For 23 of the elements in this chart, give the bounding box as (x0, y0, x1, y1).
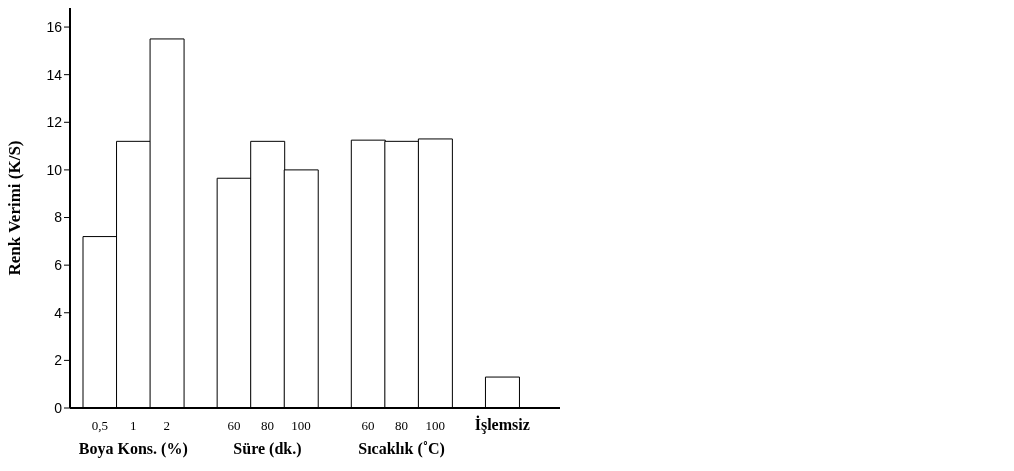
y-tick-label: 4 (54, 304, 63, 321)
text: Sıcaklık (˚C) (357, 440, 446, 458)
x-tick-label: 0,5 (91, 418, 108, 433)
x-tick-label: 80 (395, 418, 409, 433)
x-tick-label: 100 (425, 418, 445, 433)
x-tick-label: 60 (361, 418, 375, 433)
y-tick-label: 10 (46, 161, 63, 178)
x-tick-label: 2 (163, 418, 171, 433)
text: Süre (dk.) (232, 440, 303, 458)
y-tick-label: 12 (46, 114, 63, 131)
x-tick-label: 100 (291, 418, 311, 433)
y-tick-label: 6 (54, 257, 63, 274)
y-axis-title: Renk Verimi (K/S) (5, 140, 25, 276)
y-tick-label: 16 (46, 19, 63, 36)
y-tick-label: 0 (54, 399, 63, 416)
y-tick-label: 8 (54, 209, 63, 226)
x-tick-label: 60 (227, 418, 241, 433)
y-tick-label: 2 (54, 352, 63, 369)
y-tick-label: 14 (46, 66, 63, 83)
x-tick-label: İşlemsiz (474, 415, 530, 434)
x-tick-label: 80 (260, 418, 274, 433)
text: Boya Kons. (%) (77, 440, 189, 458)
x-tick-label: 1 (130, 418, 137, 433)
